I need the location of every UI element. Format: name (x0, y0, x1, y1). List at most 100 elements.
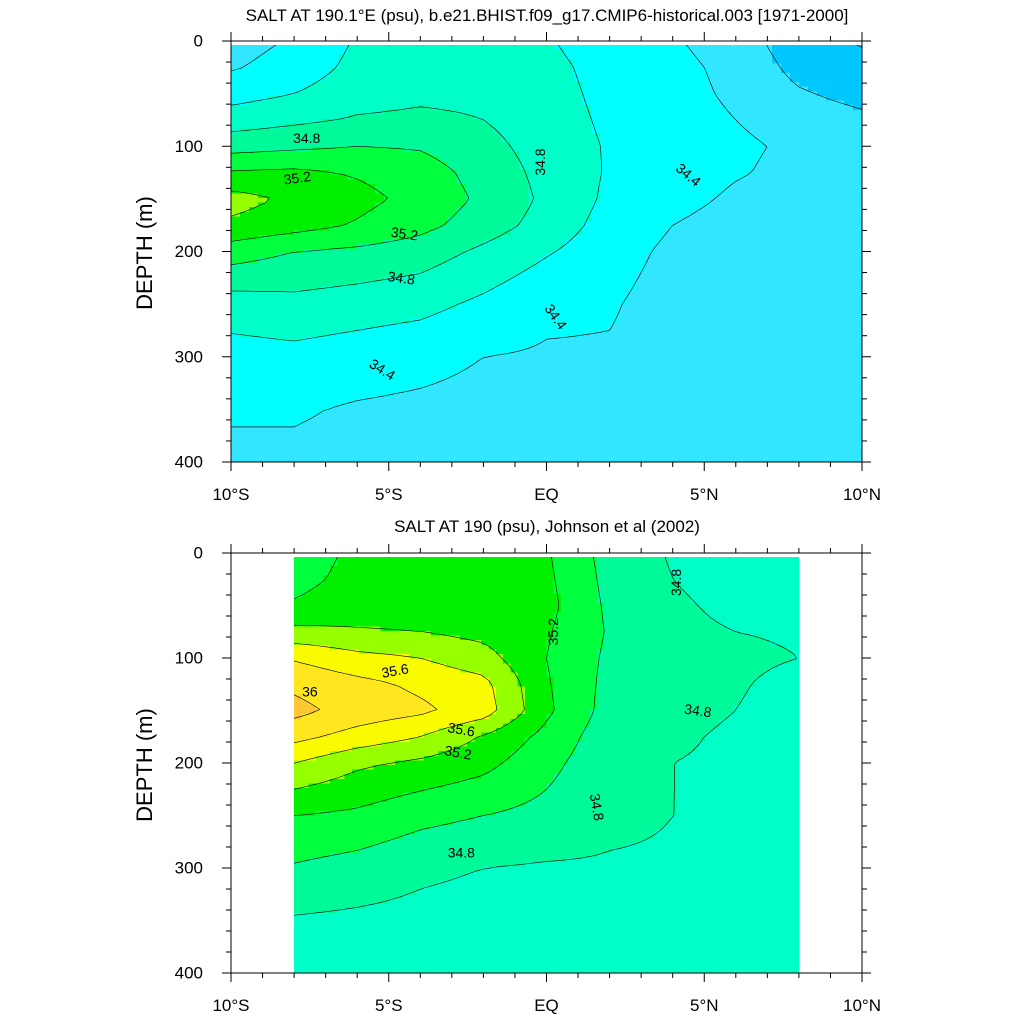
salinity-cell (375, 309, 385, 315)
salinity-cell (681, 336, 692, 343)
salinity-cell (771, 327, 782, 333)
salinity-cell (276, 146, 286, 153)
salinity-cell (555, 100, 566, 106)
salinity-cell (654, 341, 665, 347)
salinity-cell (312, 336, 322, 343)
salinity-cell (609, 225, 620, 231)
salinity-cell (483, 202, 494, 208)
salinity-cell (600, 369, 611, 375)
salinity-cell (348, 258, 358, 264)
salinity-cell (393, 299, 403, 306)
salinity-cell (609, 318, 620, 324)
salinity-cell (789, 299, 800, 306)
salinity-cell (411, 207, 421, 213)
salinity-cell (690, 137, 701, 143)
salinity-cell (483, 318, 494, 324)
salinity-cell (726, 336, 737, 343)
salinity-cell (654, 109, 665, 116)
salinity-cell (780, 68, 791, 74)
salinity-cell (537, 114, 548, 120)
salinity-cell (645, 221, 656, 227)
salinity-cell (798, 156, 809, 162)
salinity-cell (411, 202, 421, 208)
salinity-cell (708, 258, 719, 264)
salinity-cell (528, 86, 539, 92)
salinity-cell (645, 91, 656, 97)
salinity-cell (294, 137, 304, 143)
salinity-cell (465, 327, 475, 333)
salinity-cell (447, 309, 457, 315)
salinity-cell (789, 281, 800, 287)
salinity-cell (573, 262, 584, 268)
salinity-cell (258, 323, 268, 329)
salinity-cell (600, 295, 611, 301)
salinity-cell (717, 221, 728, 227)
salinity-cell (465, 137, 475, 143)
salinity-cell (672, 174, 683, 180)
salinity-cell (627, 184, 638, 190)
salinity-cell (564, 364, 575, 370)
salinity-cell (717, 77, 728, 83)
salinity-cell (474, 188, 484, 194)
salinity-cell (573, 146, 584, 153)
salinity-cell (546, 346, 557, 352)
salinity-cell (708, 290, 719, 296)
salinity-cell (276, 77, 286, 83)
salinity-cell (510, 119, 521, 125)
salinity-cell (762, 332, 773, 338)
salinity-cell (681, 170, 692, 176)
salinity-cell (447, 234, 457, 241)
salinity-cell (816, 105, 827, 111)
salinity-cell (708, 244, 719, 250)
salinity-cell (348, 211, 358, 218)
salinity-cell (537, 304, 548, 310)
salinity-cell (492, 174, 503, 180)
salinity-cell (348, 369, 358, 375)
salinity-cell (267, 262, 277, 268)
salinity-cell (276, 114, 286, 120)
salinity-cell (600, 304, 611, 310)
salinity-cell (843, 86, 854, 92)
salinity-cell (510, 309, 521, 315)
salinity-cell (348, 109, 358, 116)
salinity-cell (258, 262, 268, 268)
salinity-cell (573, 290, 584, 296)
salinity-cell (825, 290, 836, 296)
salinity-cell (348, 86, 358, 92)
salinity-cell (645, 202, 656, 208)
salinity-cell (492, 68, 503, 74)
salinity-cell (276, 239, 286, 245)
salinity-cell (771, 82, 782, 88)
salinity-cell (420, 239, 430, 245)
salinity-cell (492, 341, 503, 347)
salinity-cell (402, 151, 412, 157)
salinity-cell (699, 72, 710, 79)
salinity-cell (663, 165, 674, 171)
salinity-cell (510, 216, 521, 222)
salinity-cell (276, 332, 286, 338)
salinity-cell (465, 230, 475, 236)
salinity-cell (285, 276, 295, 282)
salinity-cell (276, 262, 286, 268)
salinity-cell (285, 58, 295, 65)
salinity-cell (852, 68, 863, 74)
salinity-cell (564, 234, 575, 241)
salinity-cell (339, 151, 349, 157)
salinity-cell (708, 202, 719, 208)
salinity-cell (456, 323, 466, 329)
salinity-cell (483, 142, 494, 148)
salinity-cell (564, 225, 575, 231)
salinity-cell (375, 318, 385, 324)
salinity-cell (609, 114, 620, 120)
salinity-cell (546, 142, 557, 148)
salinity-cell (501, 207, 512, 213)
salinity-cell (762, 82, 773, 88)
salinity-cell (231, 355, 241, 361)
salinity-cell (501, 276, 512, 282)
salinity-cell (654, 211, 665, 218)
salinity-cell (537, 77, 548, 83)
salinity-cell (645, 290, 656, 296)
salinity-cell (348, 45, 358, 51)
salinity-cell (411, 295, 421, 301)
salinity-cell (735, 137, 746, 143)
